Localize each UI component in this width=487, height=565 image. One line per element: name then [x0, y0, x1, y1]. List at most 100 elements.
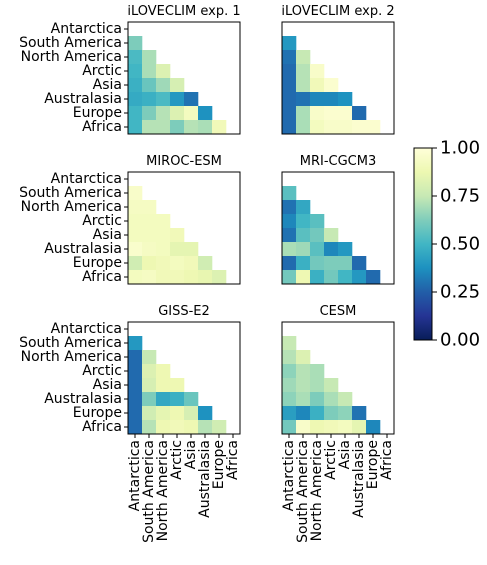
heatmap-cell: [310, 392, 325, 407]
heatmap-cell: [282, 350, 297, 365]
heatmap-cell: [324, 270, 339, 285]
heatmap-cell: [128, 392, 143, 407]
heatmap-cell: [128, 50, 143, 65]
heatmap-cell: [198, 106, 213, 121]
heatmap-cell: [128, 186, 143, 201]
y-tick-label: Arctic: [82, 213, 122, 229]
heatmap-cell: [170, 242, 185, 257]
heatmap-cell: [156, 378, 171, 393]
heatmap-cell: [142, 350, 157, 365]
heatmap-cell: [184, 256, 199, 271]
heatmap-cell: [142, 242, 157, 257]
heatmap-cell: [352, 256, 367, 271]
colorbar-tick-label: 0.25: [440, 282, 480, 303]
y-tick-label: Asia: [93, 227, 122, 243]
colorbar-gradient: [414, 148, 432, 340]
heatmap-cell: [310, 120, 325, 135]
heatmap-cell: [142, 270, 157, 285]
heatmap-cell: [212, 270, 227, 285]
y-tick-label: Australasia: [44, 391, 122, 407]
colorbar-tick-label: 0.50: [440, 234, 480, 255]
heatmap-cell: [198, 270, 213, 285]
y-tick-label: North America: [21, 199, 122, 215]
heatmap-cell: [156, 78, 171, 93]
heatmap-cell: [324, 106, 339, 121]
heatmap-cell: [170, 92, 185, 107]
y-tick-label: Asia: [93, 77, 122, 93]
heatmap-cell: [156, 120, 171, 135]
heatmap-cell: [128, 106, 143, 121]
heatmap-cell: [156, 256, 171, 271]
x-tick-label: Australasia: [351, 440, 367, 518]
heatmap-cell: [170, 406, 185, 421]
heatmap-cell: [142, 406, 157, 421]
heatmap-cell: [296, 256, 311, 271]
panel-title: MIROC-ESM: [146, 154, 222, 169]
heatmap-cell: [184, 392, 199, 407]
heatmap-cell: [128, 364, 143, 379]
heatmap-cell: [156, 106, 171, 121]
heatmap-cell: [128, 120, 143, 135]
heatmap-cell: [142, 392, 157, 407]
panel-title: CESM: [320, 304, 357, 319]
heatmap-cell: [142, 378, 157, 393]
y-tick-label: Europe: [73, 255, 122, 271]
heatmap-cell: [156, 242, 171, 257]
heatmap-cell: [324, 420, 339, 435]
y-tick-label: Africa: [82, 419, 122, 435]
heatmap-cell: [170, 378, 185, 393]
x-tick-label: North America: [155, 440, 171, 541]
heatmap-cell: [142, 364, 157, 379]
heatmap-cell: [170, 120, 185, 135]
heatmap-cell: [352, 420, 367, 435]
heatmap-cell: [128, 350, 143, 365]
heatmap-cell: [366, 120, 381, 135]
heatmap-cell: [338, 242, 353, 257]
x-tick-label: Asia: [183, 440, 199, 469]
heatmap-cell: [296, 270, 311, 285]
x-tick-label: Australasia: [197, 440, 213, 518]
heatmap-cell: [366, 270, 381, 285]
x-tick-label: Africa: [379, 440, 395, 480]
heatmap-cell: [324, 228, 339, 243]
heatmap-cell: [296, 50, 311, 65]
heatmap-cell: [310, 228, 325, 243]
heatmap-cell: [352, 106, 367, 121]
colorbar-tick-label: 1.00: [440, 138, 480, 159]
heatmap-cell: [282, 78, 297, 93]
y-tick-label: Arctic: [82, 363, 122, 379]
heatmap-cell: [128, 420, 143, 435]
x-tick-label: Antarctica: [127, 440, 143, 511]
heatmap-cell: [282, 200, 297, 215]
heatmap-cell: [282, 256, 297, 271]
heatmap-cell: [282, 106, 297, 121]
heatmap-cell: [184, 120, 199, 135]
heatmap-cell: [128, 92, 143, 107]
panel-title: GISS-E2: [158, 304, 210, 319]
x-tick-label: Arctic: [323, 440, 339, 480]
panel-frame: [127, 321, 241, 435]
heatmap-cell: [142, 64, 157, 79]
heatmap-cell: [310, 378, 325, 393]
heatmap-cell: [324, 242, 339, 257]
heatmap-cell: [156, 214, 171, 229]
heatmap-cell: [212, 120, 227, 135]
heatmap-cell: [282, 270, 297, 285]
heatmap-cell: [310, 78, 325, 93]
heatmap-cell: [198, 420, 213, 435]
heatmap-cell: [310, 406, 325, 421]
y-tick-label: Australasia: [44, 91, 122, 107]
x-tick-label: Arctic: [169, 440, 185, 480]
heatmap-cell: [296, 78, 311, 93]
panel-frame: [127, 171, 241, 285]
panel-frame: [281, 171, 395, 285]
heatmap-cell: [310, 92, 325, 107]
heatmap-cell: [128, 242, 143, 257]
heatmap-panel: MRI-CGCM3: [281, 154, 395, 285]
heatmap-cell: [310, 214, 325, 229]
panel-title: MRI-CGCM3: [300, 154, 377, 169]
y-tick-label: Africa: [82, 269, 122, 285]
heatmap-cell: [296, 242, 311, 257]
heatmap-cell: [128, 36, 143, 51]
heatmap-cell: [128, 200, 143, 215]
